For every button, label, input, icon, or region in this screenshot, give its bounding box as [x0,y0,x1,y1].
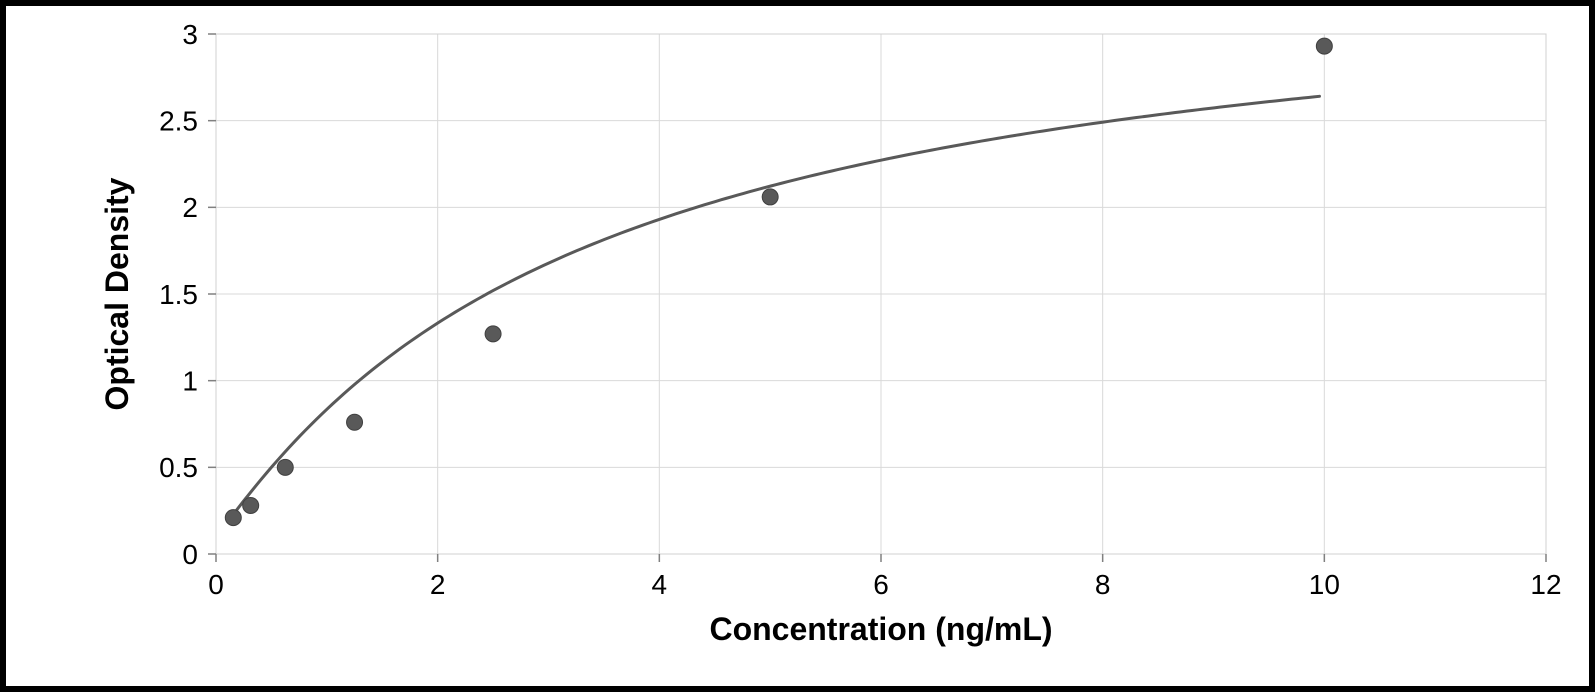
data-point [225,510,241,526]
y-tick-label: 1 [182,365,198,396]
data-point [485,326,501,342]
x-tick-label: 4 [652,569,668,600]
y-tick-label: 3 [182,19,198,50]
y-tick-label: 0 [182,539,198,570]
y-axis-label: Optical Density [99,177,135,410]
x-tick-label: 0 [208,569,224,600]
data-point [347,414,363,430]
data-point [1316,38,1332,54]
y-tick-label: 0.5 [159,452,198,483]
data-point [277,459,293,475]
x-tick-label: 2 [430,569,446,600]
y-tick-label: 2.5 [159,105,198,136]
chart-outer-frame: 0 2 4 6 8 10 12 0 0.5 1 1.5 2 2.5 3 Concentration (ng/… [0,0,1595,692]
y-tick-label: 1.5 [159,279,198,310]
x-tick-label: 8 [1095,569,1111,600]
chart-container: 0 2 4 6 8 10 12 0 0.5 1 1.5 2 2.5 3 Concentration (ng/… [6,6,1589,686]
x-axis-label: Concentration (ng/mL) [709,611,1052,647]
chart-svg: 0 2 4 6 8 10 12 0 0.5 1 1.5 2 2.5 3 Concentration (ng/… [6,6,1589,686]
data-point [243,497,259,513]
data-point [762,189,778,205]
y-tick-label: 2 [182,192,198,223]
x-tick-label: 6 [873,569,889,600]
x-tick-label: 12 [1530,569,1561,600]
x-tick-label: 10 [1309,569,1340,600]
